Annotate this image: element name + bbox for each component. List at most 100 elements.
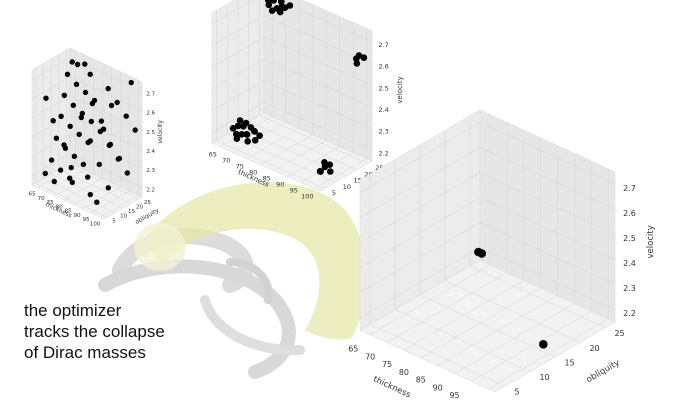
x-gridline	[260, 4, 313, 165]
x-tick-label: 90	[433, 383, 443, 392]
x-tick-label: 100	[464, 399, 479, 400]
x-tick-label: 65	[348, 345, 358, 354]
z-gridline	[211, 80, 373, 129]
y-tick-label: 5	[112, 218, 116, 224]
x-tick-label: 85	[263, 175, 271, 183]
x-gridline	[471, 161, 592, 382]
scatter-point	[51, 178, 57, 185]
z-gridline	[211, 0, 373, 43]
x-tick-label: 75	[382, 360, 392, 369]
scatter-point	[116, 155, 123, 162]
scatter-point	[78, 114, 85, 121]
watermark-layer	[98, 182, 367, 379]
x-gridline	[100, 80, 139, 218]
y-gridline	[34, 68, 108, 218]
z-gridline	[31, 95, 143, 131]
z-tick-label: 2.5	[623, 234, 636, 243]
y-tick-label: 15	[128, 209, 135, 215]
x-gridline	[64, 63, 103, 201]
x-gridline	[488, 168, 609, 390]
z-axis-label: velocity	[646, 225, 656, 258]
z-tick-label: 2.5	[146, 130, 155, 136]
y-gridline	[394, 159, 531, 372]
y-gridline	[216, 10, 325, 189]
x-gridline	[314, 28, 367, 189]
z-tick-label: 2.3	[146, 168, 155, 174]
scatter-point	[243, 131, 251, 138]
x-gridline	[454, 153, 575, 374]
scatter-point	[94, 199, 100, 205]
x-gridline	[437, 145, 558, 366]
scatter-point	[71, 153, 78, 159]
y-tick-label: 25	[375, 164, 383, 172]
x-gridline	[386, 122, 508, 343]
z-gridline	[359, 197, 616, 268]
x-tick-label: 85	[65, 209, 72, 215]
scatter-point	[53, 135, 60, 141]
scatter-point	[42, 170, 48, 177]
scatter-point	[73, 81, 80, 88]
x-tick-label: 80	[399, 368, 409, 377]
scatter-point	[57, 167, 64, 173]
z-tick-label: 2.3	[378, 128, 388, 136]
scatter-point	[61, 92, 67, 99]
caption-line-2: tracks the collapse	[24, 322, 165, 341]
x-gridline	[403, 130, 525, 351]
z-tick-label: 2.7	[623, 184, 636, 193]
z-tick-label: 2.2	[146, 187, 155, 193]
z-gridline	[359, 247, 616, 318]
scatter-point	[67, 123, 73, 129]
scatter-point	[64, 71, 71, 78]
scatter-point	[244, 138, 251, 145]
scatter-point	[76, 131, 82, 138]
y-gridline	[259, 0, 368, 164]
y-tick-label: 20	[136, 205, 143, 211]
scatter-point	[96, 161, 103, 168]
x-tick-label: 100	[90, 221, 101, 227]
scatter-point	[48, 157, 55, 163]
z-gridline	[211, 58, 373, 108]
x-gridline	[273, 10, 327, 171]
z-gridline	[211, 15, 373, 64]
z-gridline	[31, 153, 143, 188]
x-gridline	[287, 16, 340, 177]
y-tick-label: 20	[364, 170, 372, 178]
scatter-point	[70, 102, 77, 109]
scatter-point	[353, 60, 361, 67]
x-tick-label: 70	[222, 157, 230, 165]
caption-line-1: the optimizer	[24, 301, 122, 320]
scatter-point	[265, 1, 273, 9]
scatter-point	[87, 71, 93, 78]
y-gridline	[419, 145, 556, 358]
z-gridline	[359, 172, 616, 243]
x-gridline	[37, 50, 76, 188]
scatter-point	[233, 135, 241, 142]
scatter-point	[89, 100, 96, 107]
z-tick-label: 2.2	[378, 149, 388, 157]
y-gridline	[42, 63, 116, 213]
scatter-point	[327, 168, 334, 175]
x-tick-label: 90	[74, 213, 81, 219]
scatter-point	[58, 113, 64, 120]
scatter-point	[278, 0, 285, 5]
x-tick-label: 80	[56, 204, 63, 210]
z-tick-label: 2.5	[378, 84, 388, 92]
scatter-point	[67, 175, 73, 181]
z-gridline	[31, 114, 143, 150]
scatter-point	[82, 89, 89, 96]
z-tick-label: 2.7	[146, 92, 155, 98]
scatter-point	[238, 131, 245, 138]
z-tick-label: 2.6	[623, 209, 636, 218]
scatter-point	[317, 168, 324, 175]
z-gridline	[359, 222, 616, 293]
z-tick-label: 2.2	[623, 309, 636, 318]
y-axis-label: obliquity	[585, 358, 622, 385]
x-tick-label: 70	[365, 352, 375, 361]
y-tick-label: 5	[514, 388, 519, 397]
scatter-point	[247, 124, 255, 131]
x-tick-label: 95	[449, 391, 459, 400]
scatter-point	[98, 118, 105, 124]
z-gridline	[359, 147, 616, 218]
